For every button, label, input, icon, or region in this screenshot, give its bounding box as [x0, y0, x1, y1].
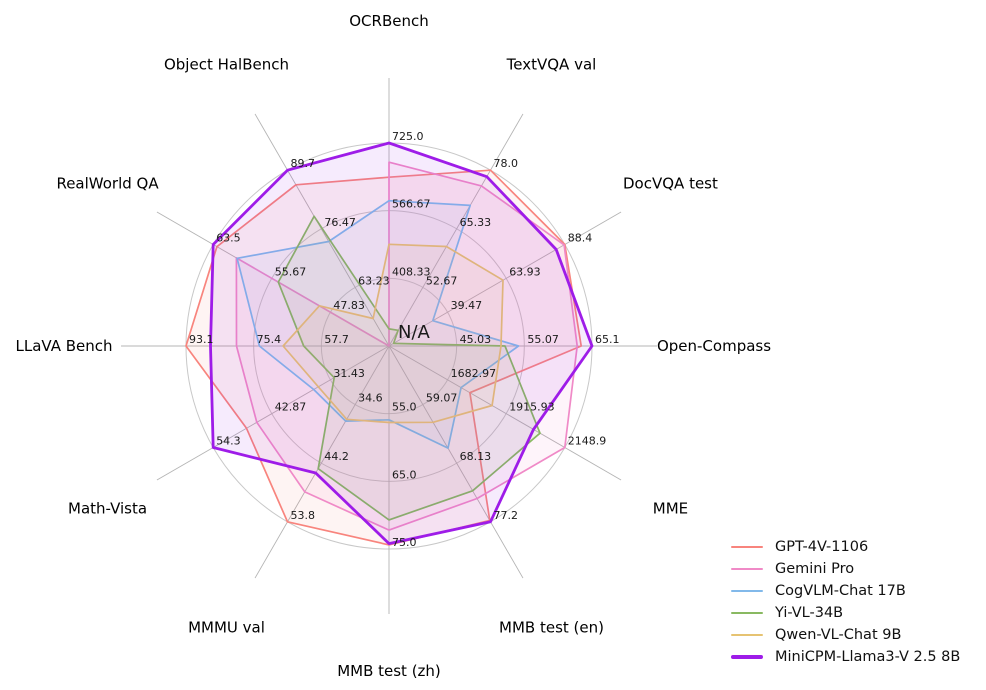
center-na-label: N/A: [398, 322, 431, 343]
legend-item-gpt-4v-1106: GPT-4V-1106: [731, 536, 960, 558]
tick-label-mmmu-val-1: 44.2: [324, 450, 349, 463]
tick-label-ocrbench-0: 408.33: [392, 265, 431, 278]
legend-label-minicpm-llama3-v-2-5-8b: MiniCPM-Llama3-V 2.5 8B: [775, 649, 961, 665]
legend-swatch-cogvlm-chat-17b: [731, 589, 763, 593]
axis-label-llava-bench: LLaVA Bench: [15, 337, 112, 355]
axis-label-mmb-test-zh: MMB test (zh): [337, 662, 441, 680]
tick-label-mme-0: 1682.97: [451, 367, 497, 380]
tick-label-textvqa-val-2: 78.0: [494, 157, 519, 170]
series-polygon-qwen-vl-chat-9b: [282, 243, 504, 424]
axis-label-math-vista: Math-Vista: [68, 500, 147, 518]
legend-label-gpt-4v-1106: GPT-4V-1106: [775, 539, 869, 555]
tick-label-mme-2: 2148.9: [568, 435, 607, 448]
legend-swatch-gpt-4v-1106: [731, 545, 763, 549]
series-polygon-yi-vl-34b: [277, 215, 541, 521]
tick-label-llava-bench-1: 75.4: [257, 333, 282, 346]
tick-label-mmb-test-zh-0: 55.0: [392, 401, 417, 414]
tick-label-object-halbench-1: 76.47: [324, 216, 356, 229]
legend-swatch-yi-vl-34b: [731, 611, 763, 615]
tick-label-open-compass-1: 55.07: [527, 333, 559, 346]
tick-label-math-vista-1: 42.87: [275, 401, 307, 414]
legend-item-yi-vl-34b: Yi-VL-34B: [731, 602, 960, 624]
axis-spoke: [254, 113, 390, 347]
tick-label-math-vista-0: 31.43: [333, 367, 365, 380]
tick-label-docvqa-test-2: 88.4: [568, 232, 593, 245]
axis-label-open-compass: Open-Compass: [657, 337, 771, 355]
axis-label-realworld-qa: RealWorld QA: [56, 175, 159, 193]
series-polygon-minicpm-llama3-v-2-5-8b: [209, 141, 594, 545]
chart-legend: GPT-4V-1106 Gemini Pro CogVLM-Chat 17B Yi-V…: [731, 536, 960, 668]
tick-label-object-halbench-0: 63.23: [358, 274, 390, 287]
axis-spoke: [156, 345, 390, 481]
tick-label-textvqa-val-0: 52.67: [426, 274, 458, 287]
legend-label-yi-vl-34b: Yi-VL-34B: [775, 605, 844, 621]
axis-spoke: [388, 345, 622, 481]
legend-item-gemini-pro: Gemini Pro: [731, 558, 960, 580]
legend-label-gemini-pro: Gemini Pro: [775, 561, 855, 577]
legend-swatch-qwen-vl-chat-9b: [731, 633, 763, 637]
tick-label-mmb-test-en-0: 59.07: [426, 392, 458, 405]
axis-label-textvqa-val: TextVQA val: [506, 56, 597, 74]
tick-label-llava-bench-2: 93.1: [189, 333, 214, 346]
axis-label-ocrbench: OCRBench: [349, 12, 428, 30]
tick-label-realworld-qa-0: 47.83: [333, 299, 365, 312]
legend-swatch-minicpm-llama3-v-2-5-8b: [731, 655, 763, 659]
legend-label-qwen-vl-chat-9b: Qwen-VL-Chat 9B: [775, 627, 902, 643]
axis-label-docvqa-test: DocVQA test: [623, 175, 718, 193]
tick-label-math-vista-2: 54.3: [216, 435, 241, 448]
axis-label-mmb-test-en: MMB test (en): [499, 618, 604, 636]
axis-spoke: [388, 113, 524, 347]
legend-swatch-gemini-pro: [731, 567, 763, 571]
series-polygon-cogvlm-chat-17b: [236, 199, 520, 449]
tick-label-mmb-test-en-1: 68.13: [460, 450, 492, 463]
tick-label-mme-1: 1915.93: [509, 401, 555, 414]
legend-item-cogvlm-chat-17b: CogVLM-Chat 17B: [731, 580, 960, 602]
tick-label-textvqa-val-1: 65.33: [460, 216, 492, 229]
axis-spoke: [254, 345, 390, 579]
tick-label-docvqa-test-1: 63.93: [509, 265, 541, 278]
legend-item-minicpm-llama3-v-2-5-8b: MiniCPM-Llama3-V 2.5 8B: [731, 646, 960, 668]
tick-label-docvqa-test-0: 39.47: [451, 299, 483, 312]
axis-spoke: [388, 211, 622, 347]
tick-label-ocrbench-1: 566.67: [392, 198, 431, 211]
tick-label-mmmu-val-2: 53.8: [291, 509, 316, 522]
tick-label-llava-bench-0: 57.7: [324, 333, 349, 346]
legend-item-qwen-vl-chat-9b: Qwen-VL-Chat 9B: [731, 624, 960, 646]
tick-label-mmb-test-en-2: 77.2: [494, 509, 519, 522]
tick-label-realworld-qa-1: 55.67: [275, 265, 307, 278]
tick-label-mmb-test-zh-1: 65.0: [392, 468, 417, 481]
tick-label-object-halbench-2: 89.7: [291, 157, 316, 170]
tick-label-ocrbench-2: 725.0: [392, 130, 424, 143]
tick-label-open-compass-0: 45.03: [460, 333, 492, 346]
legend-label-cogvlm-chat-17b: CogVLM-Chat 17B: [775, 583, 906, 599]
tick-label-realworld-qa-2: 63.5: [216, 232, 241, 245]
axis-label-mme: MME: [653, 500, 688, 518]
axis-label-mmmu-val: MMMU val: [188, 618, 265, 636]
tick-label-mmb-test-zh-2: 75.0: [392, 536, 417, 549]
tick-label-open-compass-2: 65.1: [595, 333, 620, 346]
axis-label-object-halbench: Object HalBench: [164, 56, 289, 74]
tick-label-mmmu-val-0: 34.6: [358, 392, 383, 405]
axis-spoke: [388, 345, 524, 579]
